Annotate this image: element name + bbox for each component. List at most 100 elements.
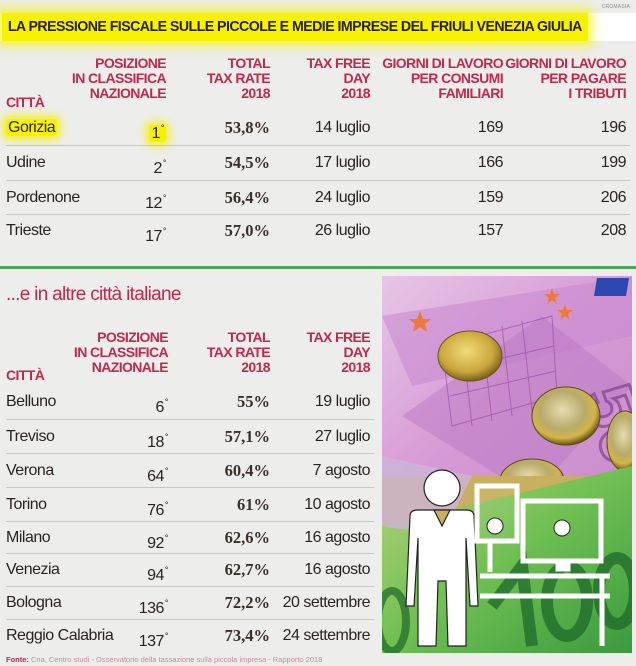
euro-banknotes-illustration: 500 xyxy=(382,276,632,653)
divider xyxy=(6,145,630,146)
tax-free-day-value: 24 settembre xyxy=(282,627,371,644)
rank-value: 137 xyxy=(138,633,165,650)
euro-money-photo: 500 xyxy=(382,276,632,653)
city-name: Belluno xyxy=(6,393,56,410)
table-row: Verona 64° 60,4% 7 agosto xyxy=(0,454,380,488)
rank-value: 17 xyxy=(145,228,162,245)
city-name: Gorizia xyxy=(6,119,58,136)
tax-free-day-value: 19 luglio xyxy=(314,393,371,410)
tax-rate-value: 61% xyxy=(237,495,270,514)
source-note: Fonte: Cna, Centro studi - Osservatorio … xyxy=(6,655,322,664)
divider xyxy=(6,586,374,587)
table-row: Gorizia 1° 53,8% 14 luglio 169 196 xyxy=(0,111,636,145)
header-city: CITTÀ xyxy=(6,94,45,110)
divider xyxy=(6,487,374,488)
divider xyxy=(6,453,374,454)
city-name: Udine xyxy=(6,154,46,171)
days-family-value: 166 xyxy=(477,154,504,171)
divider xyxy=(6,553,374,554)
city-name: Torino xyxy=(6,496,47,513)
days-family-value: 157 xyxy=(477,222,504,239)
days-taxes-value: 206 xyxy=(600,189,627,206)
rank-value: 136 xyxy=(138,600,165,617)
days-taxes-value: 208 xyxy=(600,222,627,239)
divider xyxy=(6,419,374,420)
tax-free-day-value: 24 luglio xyxy=(314,189,371,206)
table-row: Trieste 17° 57,0% 26 luglio 157 208 xyxy=(0,214,636,248)
tax-rate-value: 57,0% xyxy=(224,221,270,240)
table-other-cities: CITTÀ POSIZIONE IN CLASSIFICA NAZIONALE … xyxy=(0,329,380,653)
page-title: LA PRESSIONE FISCALE SULLE PICCOLE E MED… xyxy=(2,13,588,41)
city-name: Reggio Calabria xyxy=(6,627,114,644)
table-row: Udine 2° 54,5% 17 luglio 166 199 xyxy=(0,146,636,180)
table-row: Treviso 18° 57,1% 27 luglio xyxy=(0,420,380,454)
credit: CROMASIA xyxy=(601,4,630,10)
tax-free-day-value: 7 agosto xyxy=(312,462,371,479)
rank-value: 76 xyxy=(147,502,164,519)
table-row: Torino 76° 61% 10 agosto xyxy=(0,488,380,522)
businessman-pictogram xyxy=(405,469,479,647)
tax-free-day-value: 20 settembre xyxy=(282,594,371,611)
source-text: Cna, Centro studi - Osservatorio della t… xyxy=(28,655,323,664)
rank-value: 64 xyxy=(147,468,164,485)
header-city: CITTÀ xyxy=(6,367,45,383)
header-tax-free-day: TAX FREE DAY 2018 xyxy=(306,55,371,101)
rank-value: 6 xyxy=(155,399,164,416)
city-name: Trieste xyxy=(6,222,51,239)
header-tax-rate: TOTAL TAX RATE 2018 xyxy=(206,55,271,101)
tax-rate-value: 54,5% xyxy=(224,153,270,172)
header-rank: POSIZIONE IN CLASSIFICA NAZIONALE xyxy=(71,55,167,101)
table-fvg: CITTÀ POSIZIONE IN CLASSIFICA NAZIONALE … xyxy=(0,0,636,266)
tax-free-day-value: 26 luglio xyxy=(314,222,371,239)
divider xyxy=(6,619,374,620)
section-subtitle: ...e in altre città italiane xyxy=(6,284,181,305)
header-tax-rate: TOTAL TAX RATE 2018 xyxy=(206,329,271,375)
city-name: Milano xyxy=(6,529,51,546)
tax-rate-value: 62,6% xyxy=(224,528,270,547)
days-taxes-value: 196 xyxy=(600,119,627,136)
days-family-value: 169 xyxy=(477,119,504,136)
table-row: Venezia 94° 62,7% 16 agosto xyxy=(0,553,380,587)
tax-rate-value: 73,4% xyxy=(224,626,270,645)
header-tax-free-day: TAX FREE DAY 2018 xyxy=(306,329,371,375)
tax-rate-value: 60,4% xyxy=(224,461,270,480)
header-days-taxes: GIORNI DI LAVORO PER PAGARE I TRIBUTI xyxy=(505,55,626,101)
tax-free-day-value: 16 agosto xyxy=(304,561,370,578)
table-row: Belluno 6° 55% 19 luglio xyxy=(0,385,380,419)
table-row: Reggio Calabria 137° 73,4% 24 settembre xyxy=(0,619,380,653)
tax-rate-value: 55% xyxy=(237,392,270,411)
table-row: Bologna 136° 72,2% 20 settembre xyxy=(0,586,380,620)
tax-rate-value: 56,4% xyxy=(224,188,270,207)
rank-value: 12 xyxy=(145,195,162,212)
rank-value: 1 xyxy=(151,125,160,142)
tax-free-day-value: 16 agosto xyxy=(304,529,370,546)
table-row: Pordenone 12° 56,4% 24 luglio 159 206 xyxy=(0,181,636,215)
tax-rate-value: 72,2% xyxy=(224,593,270,612)
city-name: Treviso xyxy=(6,428,55,445)
days-family-value: 159 xyxy=(477,189,504,206)
rank-value: 92 xyxy=(147,535,164,552)
tax-rate-value: 57,1% xyxy=(224,427,270,446)
city-name: Bologna xyxy=(6,594,62,611)
desk-computer-pictogram xyxy=(474,483,610,646)
city-name: Verona xyxy=(6,462,54,479)
divider xyxy=(6,180,630,181)
source-label: Fonte: xyxy=(6,655,29,664)
days-taxes-value: 199 xyxy=(600,154,627,171)
tax-free-day-value: 14 luglio xyxy=(314,119,371,136)
rank-value: 18 xyxy=(147,434,164,451)
city-name: Venezia xyxy=(6,561,60,578)
city-name: Pordenone xyxy=(6,189,80,206)
header-days-family: GIORNI DI LAVORO PER CONSUMI FAMILIARI xyxy=(382,55,503,101)
header-rank: POSIZIONE IN CLASSIFICA NAZIONALE xyxy=(73,329,169,375)
tax-rate-value: 53,8% xyxy=(224,118,270,137)
section-divider xyxy=(0,266,636,269)
rank-value: 94 xyxy=(147,567,164,584)
tax-free-day-value: 10 agosto xyxy=(304,496,370,513)
rank-value: 2 xyxy=(153,160,162,177)
divider xyxy=(6,521,374,522)
tax-rate-value: 62,7% xyxy=(224,560,270,579)
tax-free-day-value: 17 luglio xyxy=(314,154,371,171)
tax-free-day-value: 27 luglio xyxy=(314,428,371,445)
table-row: Milano 92° 62,6% 16 agosto xyxy=(0,521,380,555)
